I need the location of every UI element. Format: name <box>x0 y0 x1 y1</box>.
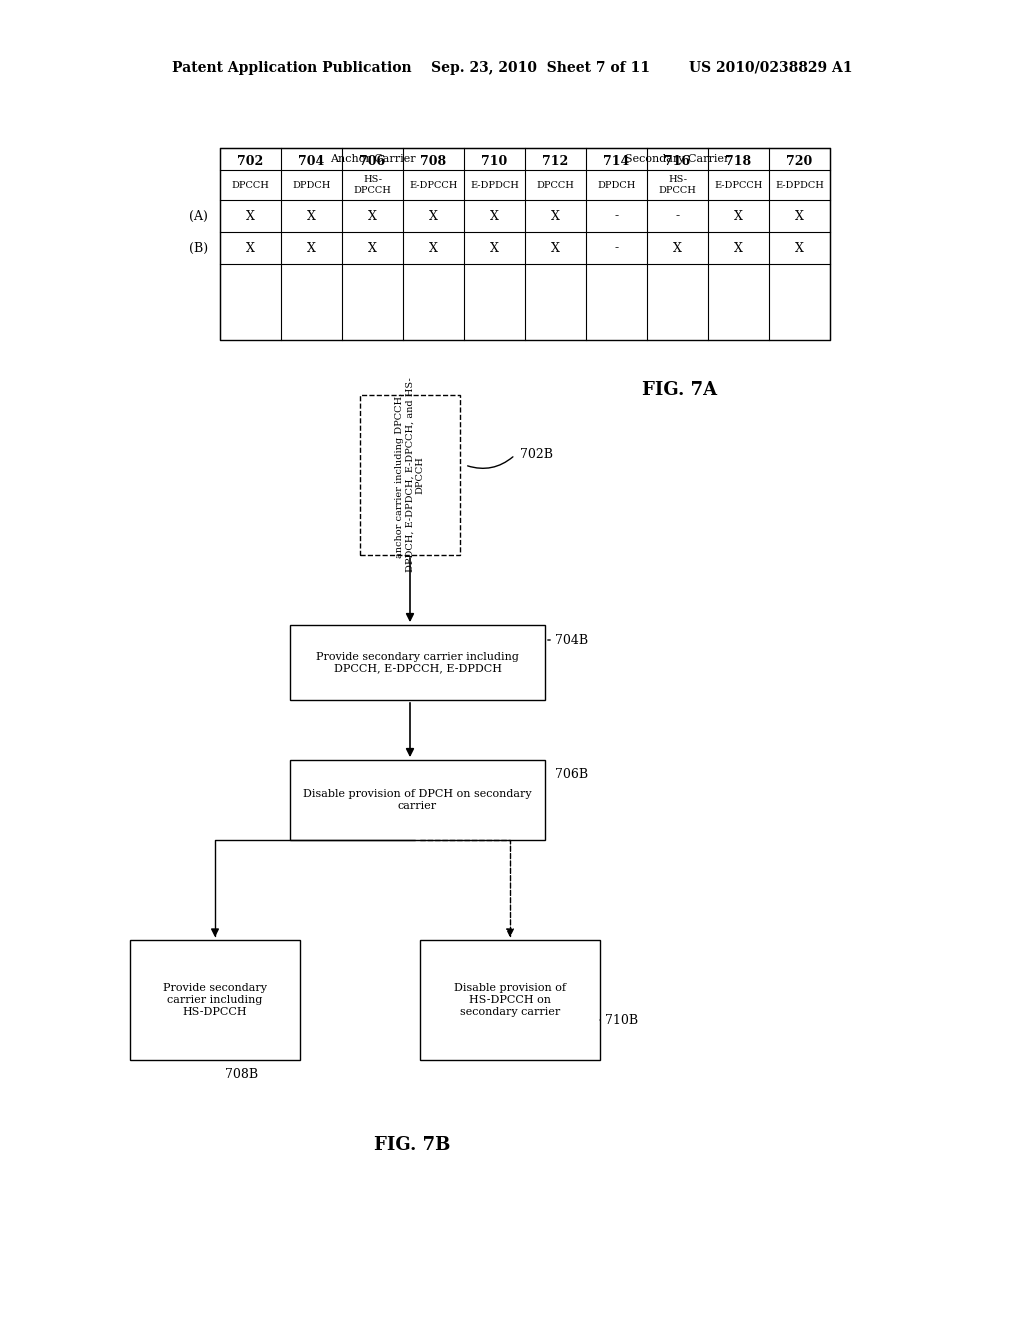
Text: X: X <box>307 210 316 223</box>
Text: DPCCH: DPCCH <box>231 181 269 190</box>
Text: X: X <box>490 242 499 255</box>
Text: X: X <box>429 242 438 255</box>
Text: X: X <box>368 210 377 223</box>
Text: FIG. 7A: FIG. 7A <box>642 381 718 399</box>
Text: X: X <box>246 242 255 255</box>
Text: DPDCH: DPDCH <box>292 181 331 190</box>
Text: 708B: 708B <box>225 1068 258 1081</box>
Bar <box>290 624 545 700</box>
Text: 714: 714 <box>603 154 630 168</box>
Text: Provide secondary carrier including
DPCCH, E-DPCCH, E-DPDCH: Provide secondary carrier including DPCC… <box>316 652 519 673</box>
Text: 702: 702 <box>238 154 263 168</box>
Text: X: X <box>429 210 438 223</box>
Text: X: X <box>551 242 560 255</box>
Text: 712: 712 <box>543 154 568 168</box>
Bar <box>220 148 830 341</box>
Text: X: X <box>551 210 560 223</box>
Text: 716: 716 <box>665 154 690 168</box>
Text: E-DPCCH: E-DPCCH <box>715 181 763 190</box>
Text: 704: 704 <box>298 154 325 168</box>
Text: Anchor Carrier: Anchor Carrier <box>330 154 416 164</box>
Text: X: X <box>490 210 499 223</box>
Text: -: - <box>676 210 680 223</box>
Text: 710B: 710B <box>605 1014 638 1027</box>
Text: 718: 718 <box>725 154 752 168</box>
Text: Disable provision of DPCH on secondary
carrier: Disable provision of DPCH on secondary c… <box>303 789 531 810</box>
Text: 708: 708 <box>421 154 446 168</box>
Text: X: X <box>307 242 316 255</box>
Bar <box>420 940 600 1060</box>
Text: E-DPDCH: E-DPDCH <box>470 181 519 190</box>
Text: FIG. 7B: FIG. 7B <box>374 1137 451 1154</box>
Text: Secondary Carrier: Secondary Carrier <box>626 154 730 164</box>
Text: X: X <box>368 242 377 255</box>
Text: Disable provision of
HS-DPCCH on
secondary carrier: Disable provision of HS-DPCCH on seconda… <box>454 983 566 1016</box>
Text: 720: 720 <box>786 154 813 168</box>
Text: X: X <box>795 242 804 255</box>
Text: (B): (B) <box>188 242 208 255</box>
Text: X: X <box>795 210 804 223</box>
Bar <box>130 940 300 1060</box>
Text: Patent Application Publication    Sep. 23, 2010  Sheet 7 of 11        US 2010/02: Patent Application Publication Sep. 23, … <box>172 61 852 75</box>
Text: anchor carrier including DPCCH,
DPDCH, E-DPDCH, E-DPCCH, and HS-
DPCCH: anchor carrier including DPCCH, DPDCH, E… <box>395 378 425 573</box>
Text: 702B: 702B <box>520 449 553 462</box>
Text: 710: 710 <box>481 154 508 168</box>
Text: 704B: 704B <box>555 634 588 647</box>
Text: DPDCH: DPDCH <box>597 181 636 190</box>
Text: X: X <box>734 210 743 223</box>
Text: X: X <box>734 242 743 255</box>
Text: E-DPDCH: E-DPDCH <box>775 181 824 190</box>
Text: (A): (A) <box>189 210 208 223</box>
Bar <box>290 760 545 840</box>
Text: 706: 706 <box>359 154 386 168</box>
Text: DPCCH: DPCCH <box>537 181 574 190</box>
Text: -: - <box>614 242 618 255</box>
Text: X: X <box>246 210 255 223</box>
Text: 706B: 706B <box>555 768 588 781</box>
Text: E-DPCCH: E-DPCCH <box>410 181 458 190</box>
Text: -: - <box>614 210 618 223</box>
Text: Provide secondary
carrier including
HS-DPCCH: Provide secondary carrier including HS-D… <box>163 983 267 1016</box>
Text: X: X <box>673 242 682 255</box>
Text: HS-
DPCCH: HS- DPCCH <box>353 176 391 195</box>
Text: HS-
DPCCH: HS- DPCCH <box>658 176 696 195</box>
Bar <box>360 395 460 554</box>
